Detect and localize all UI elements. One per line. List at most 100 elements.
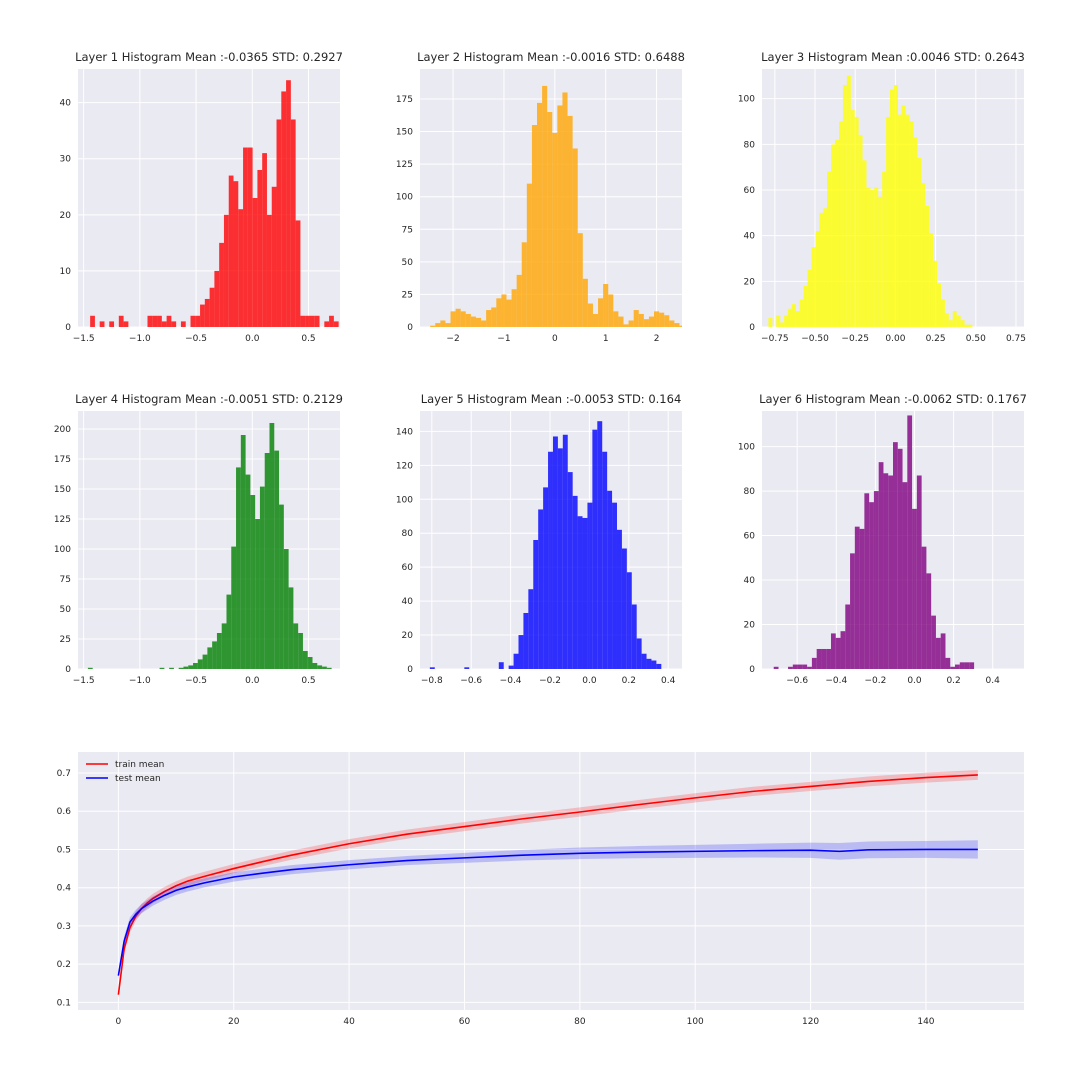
histogram-bar — [511, 289, 517, 327]
histogram-bar — [290, 119, 296, 327]
x-tick-label: 0.0 — [582, 676, 597, 686]
legend-label: train mean — [115, 760, 164, 770]
y-tick-label: 20 — [744, 277, 756, 287]
histogram-bar — [231, 546, 237, 669]
histogram-bar — [147, 315, 153, 327]
histogram-bar — [811, 657, 817, 669]
histogram-bar — [597, 421, 603, 669]
histogram-bar — [638, 313, 644, 327]
histogram-bar — [204, 298, 210, 327]
histogram-bar — [429, 667, 435, 669]
histogram-bar — [557, 448, 563, 669]
histogram-bar — [243, 147, 248, 327]
histogram-bar — [623, 324, 629, 327]
y-tick-label: 100 — [396, 495, 413, 505]
histogram-bar — [886, 116, 891, 327]
histogram-bar — [821, 648, 827, 669]
chart-panel-1: −1.5 −1.0 −0.5 0.0 0.5 0 10 20 30 40 Layer 1 Histo… — [60, 50, 343, 344]
histogram-bar — [190, 315, 196, 327]
histogram-bar — [577, 233, 583, 327]
histogram-bar — [269, 423, 275, 669]
histogram-bar — [929, 233, 934, 327]
histogram-bar — [324, 321, 330, 327]
x-tick-label: −0.6 — [460, 676, 482, 686]
histogram-bar — [219, 242, 224, 327]
histogram-bar — [945, 657, 951, 669]
histogram-bar — [537, 102, 543, 327]
histogram-bar — [214, 270, 220, 327]
plot-marks — [768, 75, 973, 327]
histogram-bar — [598, 298, 604, 327]
histogram-bar — [252, 198, 258, 327]
histogram-bar — [259, 486, 265, 669]
histogram-bar — [200, 304, 205, 327]
histogram-bar — [281, 91, 287, 327]
histogram-bar — [228, 175, 234, 327]
histogram-bar — [531, 125, 538, 327]
legend: train mean test mean — [86, 760, 164, 784]
histogram-bar — [157, 315, 162, 327]
histogram-bar — [538, 509, 544, 669]
histogram-bar — [99, 321, 105, 327]
histogram-bar — [333, 321, 339, 327]
histogram-bar — [656, 663, 662, 669]
histogram-bar — [773, 666, 779, 669]
histogram-bar — [641, 653, 647, 669]
y-tick-label: 25 — [60, 635, 71, 645]
histogram-bar — [470, 316, 476, 327]
histogram-bar — [465, 313, 471, 327]
histogram-bar — [592, 313, 599, 327]
chart-panel-2: −2 −1 0 1 2 0 25 50 75 100 125 150 175 Layer 2 Histog… — [396, 50, 685, 344]
histogram-bar — [257, 169, 263, 327]
x-tick-label: −0.2 — [864, 676, 886, 686]
histogram-bar — [807, 666, 812, 669]
histogram-bar — [236, 467, 241, 669]
y-tick-label: 0.6 — [57, 807, 72, 817]
y-tick-label: 0 — [65, 323, 71, 333]
histogram-bar — [518, 635, 524, 669]
histogram-bar — [288, 587, 294, 669]
histogram-bar — [314, 315, 320, 327]
histogram-bar — [959, 662, 965, 669]
x-tick-label: 0.25 — [926, 334, 946, 344]
chart-panel-6: −0.6 −0.4 −0.2 0.0 0.2 0.4 0 20 40 60 80 100 Layer 6… — [738, 392, 1027, 686]
histogram-bar — [603, 284, 609, 327]
histogram-bar — [940, 299, 945, 327]
histogram-bar — [496, 298, 502, 327]
y-tick-label: 0 — [749, 665, 755, 675]
histogram-bar — [950, 666, 956, 669]
histogram-bar — [183, 666, 189, 669]
histogram-bar — [567, 472, 573, 669]
y-tick-label: 0 — [65, 665, 71, 675]
histogram-bar — [830, 633, 836, 669]
histogram-bar — [921, 183, 926, 327]
histogram-bar — [169, 667, 174, 669]
histogram-bar — [613, 311, 619, 327]
histogram-bar — [835, 139, 840, 327]
histogram-bar — [850, 110, 855, 327]
chart-panel-4: −1.5 −1.0 −0.5 0.0 0.5 0 25 50 75 100 125 150 175 200… — [54, 392, 343, 686]
histogram-bar — [679, 325, 682, 327]
x-tick-label: 1 — [603, 334, 609, 344]
histogram-bar — [262, 153, 267, 327]
histogram-bar — [912, 508, 917, 669]
histogram-bar — [513, 653, 519, 669]
histogram-bar — [195, 315, 201, 327]
y-tick-label: 50 — [402, 258, 414, 268]
histogram-bar — [969, 662, 975, 669]
histogram-bar — [279, 504, 284, 669]
y-tick-label: 60 — [744, 532, 756, 542]
histogram-bar — [917, 158, 922, 327]
histogram-bar — [506, 299, 512, 327]
x-tick-label: −0.5 — [185, 334, 207, 344]
histogram-bar — [935, 637, 941, 669]
histogram-bar — [811, 247, 816, 327]
histogram-bar — [305, 315, 310, 327]
histogram-bar — [869, 502, 874, 669]
histogram-bar — [286, 80, 291, 327]
x-tick-label: −0.50 — [801, 334, 829, 344]
y-tick-label: 100 — [738, 95, 755, 105]
histogram-bar — [882, 171, 887, 327]
chart-title: Layer 4 Histogram Mean :-0.0051 STD: 0.2… — [75, 392, 343, 406]
histogram-bar — [152, 315, 158, 327]
